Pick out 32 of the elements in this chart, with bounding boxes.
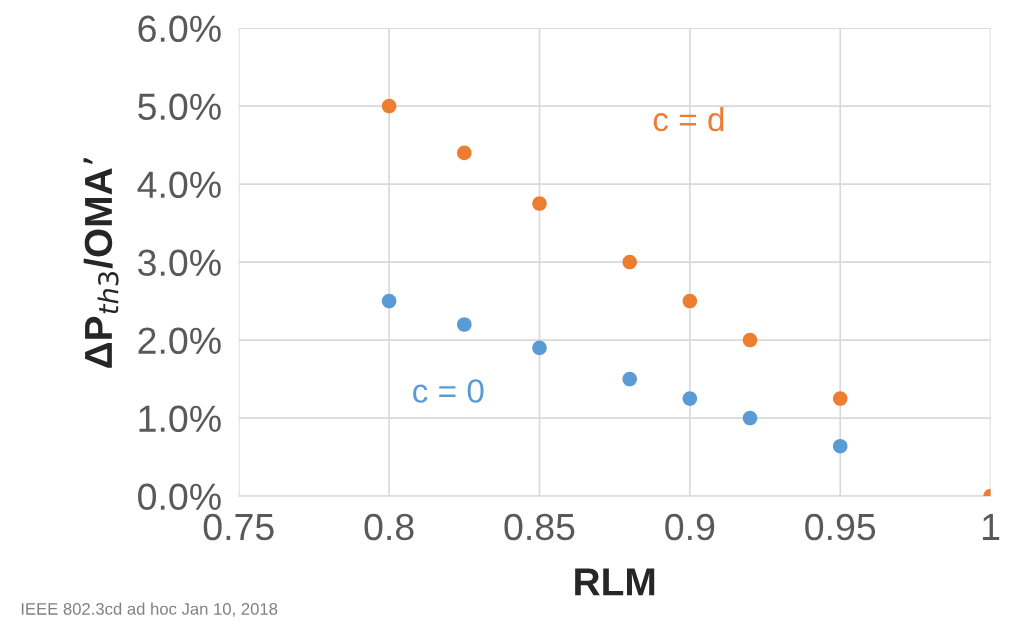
x-tick-label: 1 [983,514,1000,540]
point [832,391,848,406]
x-tick-label: 0.85 [504,513,575,541]
x-tick-label: 0.75 [203,513,274,541]
y-tick-label: 0.0% [138,483,221,511]
y-axis-title: ΔP$_{th3}$/OMA’ [83,158,119,368]
y-tick-label: 3.0% [138,249,221,277]
point [622,254,637,270]
point [532,196,547,211]
x-tick-label: 0.95 [805,513,876,541]
x-tick-label: 0.8 [364,513,414,541]
y-tick-label: 5.0% [138,93,221,121]
x-axis-title: RLM [575,568,655,596]
point [457,317,472,332]
point [742,410,758,426]
point [457,145,472,161]
y-tick-label: 6.0% [138,15,221,43]
point [682,293,698,309]
point [381,98,397,114]
text: IEEE 802.3cd ad hoc Jan 10, 2018 [21,602,278,617]
series-label: c = 0 [413,379,484,403]
point [532,340,547,356]
text: c = d [653,106,724,132]
y-tick-label: 4.0% [137,171,221,199]
point [832,438,848,454]
point [682,391,698,406]
point [622,371,637,387]
point [381,293,397,309]
point [742,332,758,348]
y-tick-label: 1.0% [139,405,221,433]
x-tick-label: 0.9 [665,513,715,541]
y-tick-label: 2.0% [138,327,221,355]
